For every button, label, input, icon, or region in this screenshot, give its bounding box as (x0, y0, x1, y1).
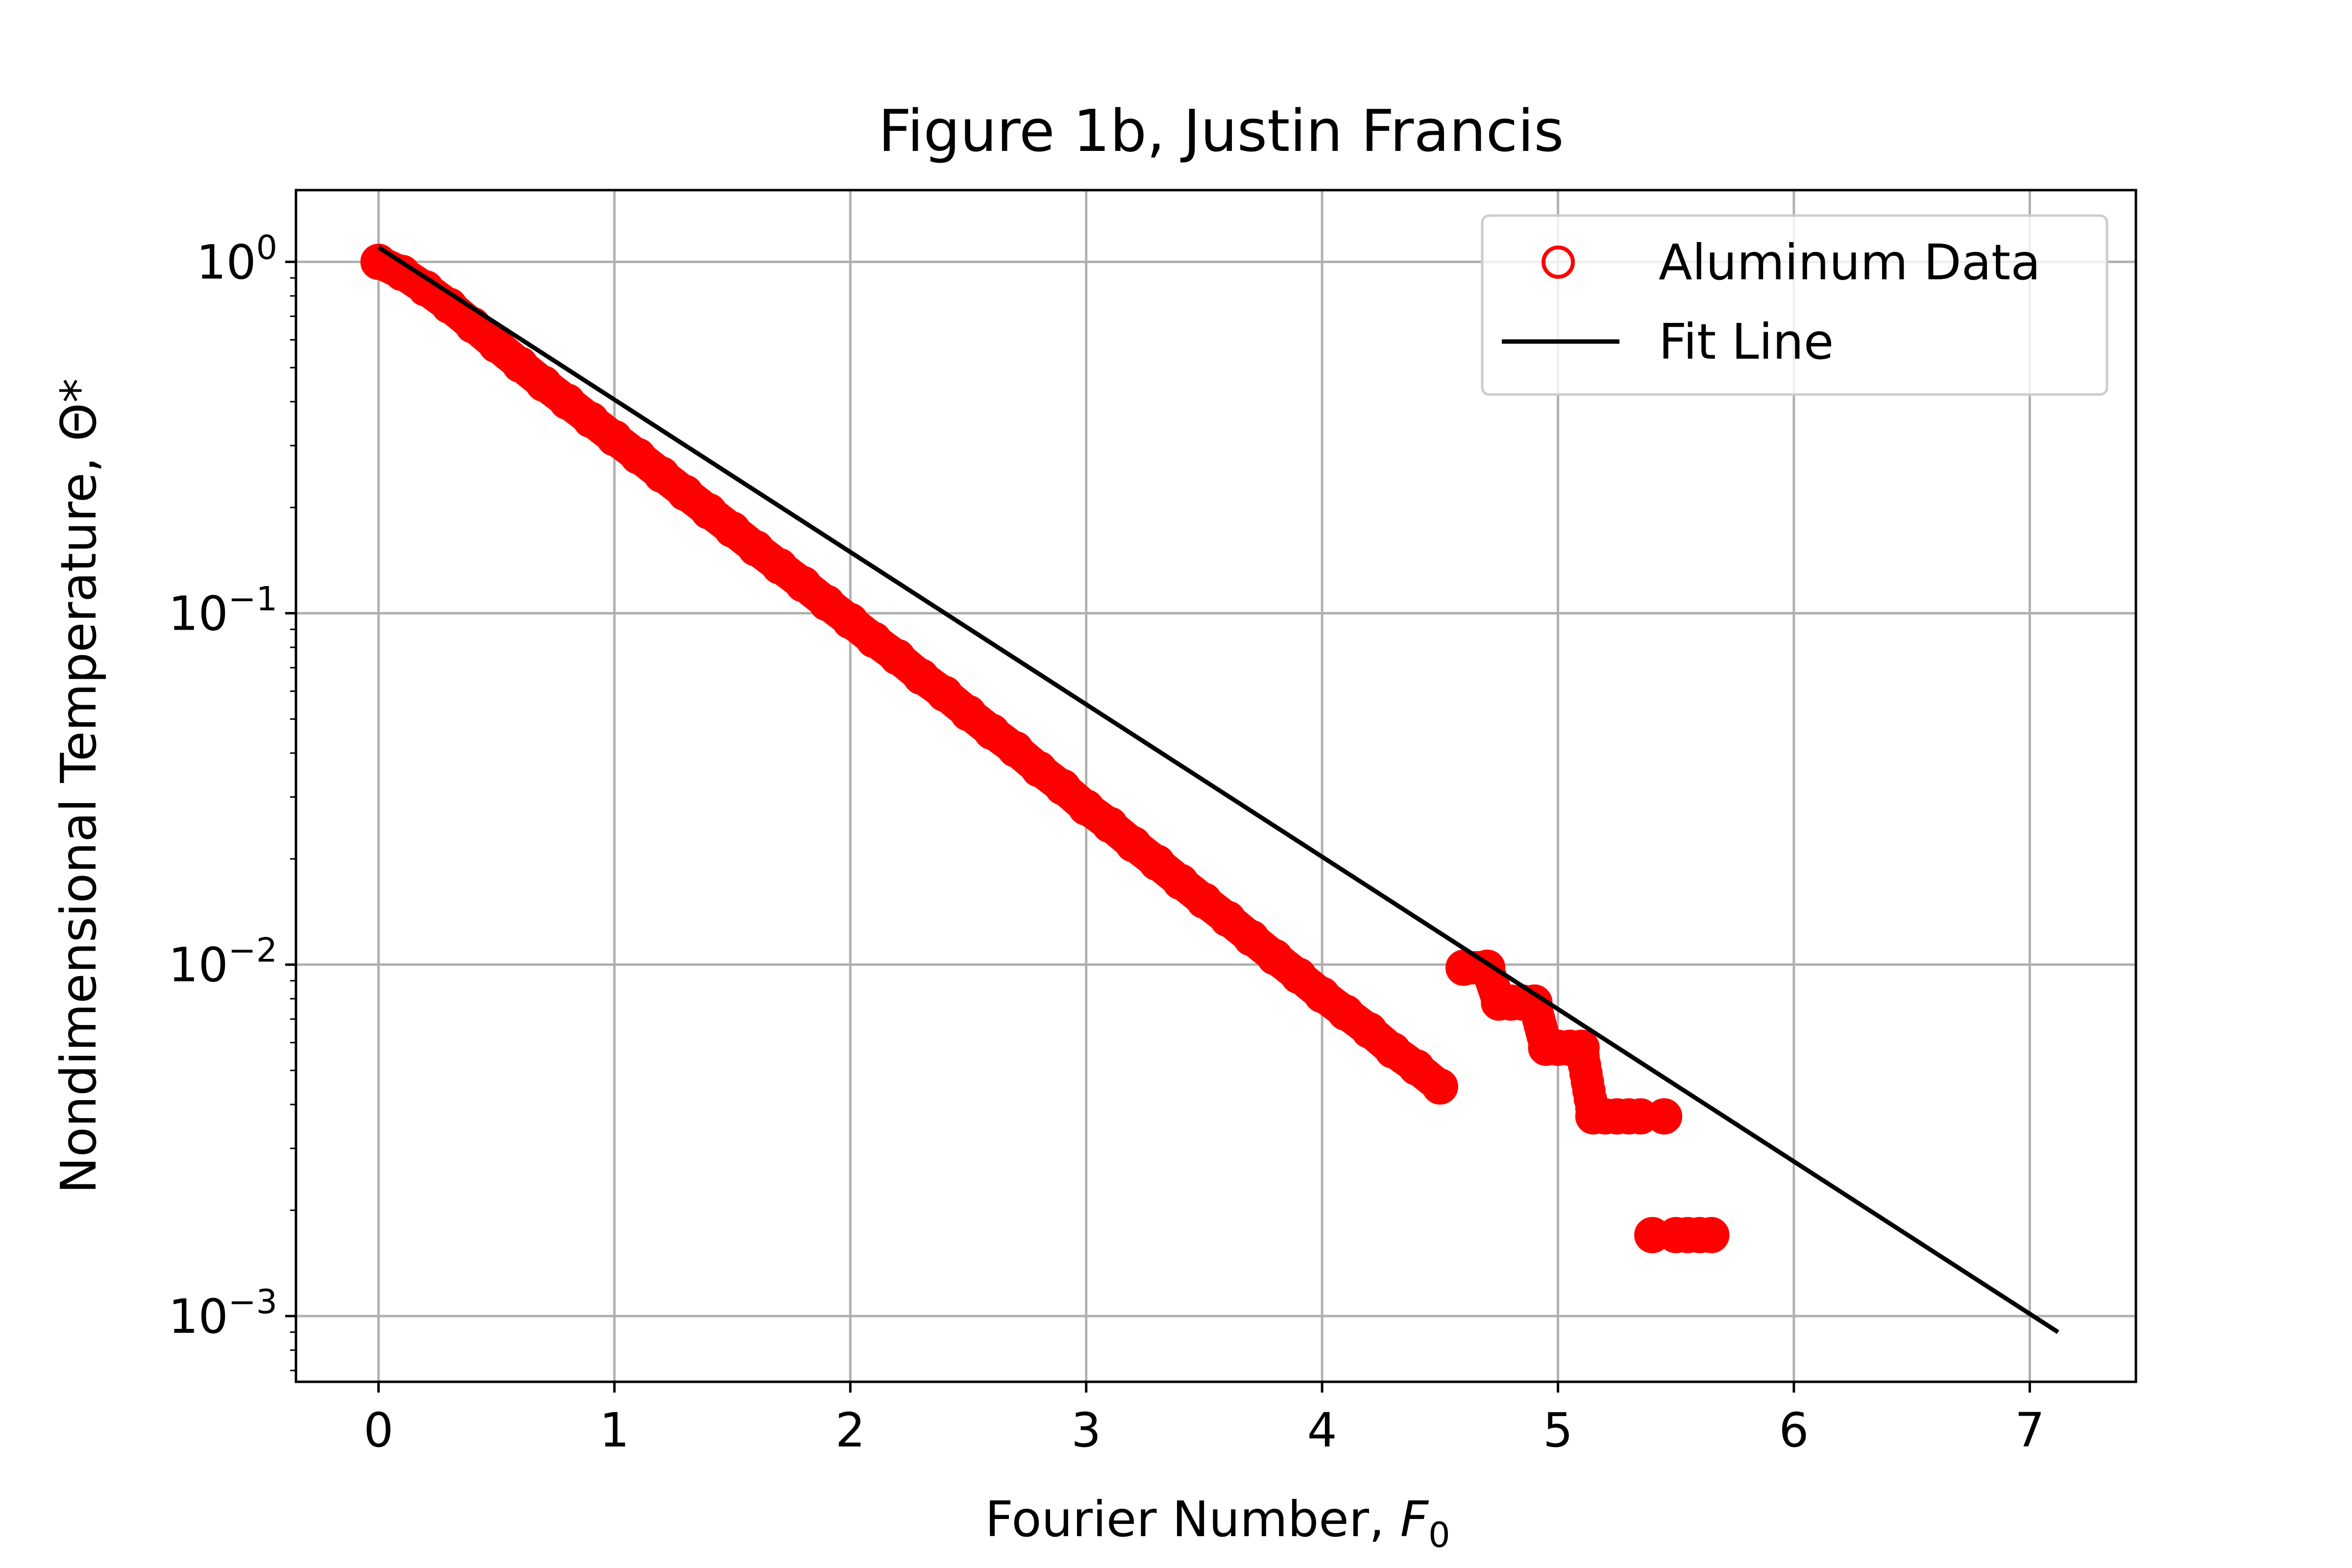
x-axis-label-text: Fourier Number, (985, 1491, 1400, 1548)
y-tick-label-base: 10 (196, 235, 256, 290)
y-tick-label: 10−2 (169, 931, 277, 993)
x-tick-label: 1 (599, 1403, 629, 1458)
x-tick-label: 0 (364, 1403, 393, 1458)
x-tick-label: 2 (835, 1403, 865, 1458)
x-tick-label: 4 (1307, 1403, 1337, 1458)
y-tick-label-exponent: −1 (228, 580, 277, 619)
legend-box (1481, 214, 2108, 396)
y-tick-label: 10−1 (169, 580, 277, 641)
data-point (1421, 1068, 1458, 1105)
legend-label-aluminum-data: Aluminum Data (1659, 234, 2041, 291)
data-point (1693, 1217, 1730, 1253)
x-axis-label: Fourier Number, F0 (985, 1491, 1450, 1555)
y-tick-label-exponent: −2 (228, 931, 277, 970)
chart-title: Figure 1b, Justin Francis (878, 97, 1564, 165)
series-aluminum-data (360, 244, 1730, 1253)
y-tick-label-base: 10 (169, 587, 228, 641)
series-fit-line (377, 245, 2059, 1334)
data-point (1646, 1098, 1683, 1135)
x-tick-label: 7 (2015, 1403, 2045, 1458)
x-axis-label-symbol: F (1400, 1491, 1429, 1548)
y-tick-label: 10−3 (169, 1283, 277, 1344)
plot-frame (294, 189, 2137, 1383)
legend-marker-aluminum-data (1542, 245, 1575, 279)
y-tick-label: 100 (196, 228, 277, 290)
plot-area (360, 244, 2059, 1334)
x-axis-label-subscript: 0 (1428, 1515, 1450, 1555)
x-tick-label: 3 (1071, 1403, 1101, 1458)
legend: Aluminum Data Fit Line (1481, 214, 2108, 396)
x-tick-label: 5 (1543, 1403, 1573, 1458)
y-tick-label-exponent: −3 (228, 1283, 277, 1322)
x-tick-label: 6 (1779, 1403, 1809, 1458)
y-tick-label-base: 10 (169, 1289, 228, 1344)
y-tick-label-exponent: 0 (256, 228, 277, 267)
y-axis-label: Nondimensional Temperature, Θ* (50, 378, 107, 1194)
legend-label-fit-line: Fit Line (1659, 313, 1834, 370)
y-tick-label-base: 10 (169, 938, 228, 993)
